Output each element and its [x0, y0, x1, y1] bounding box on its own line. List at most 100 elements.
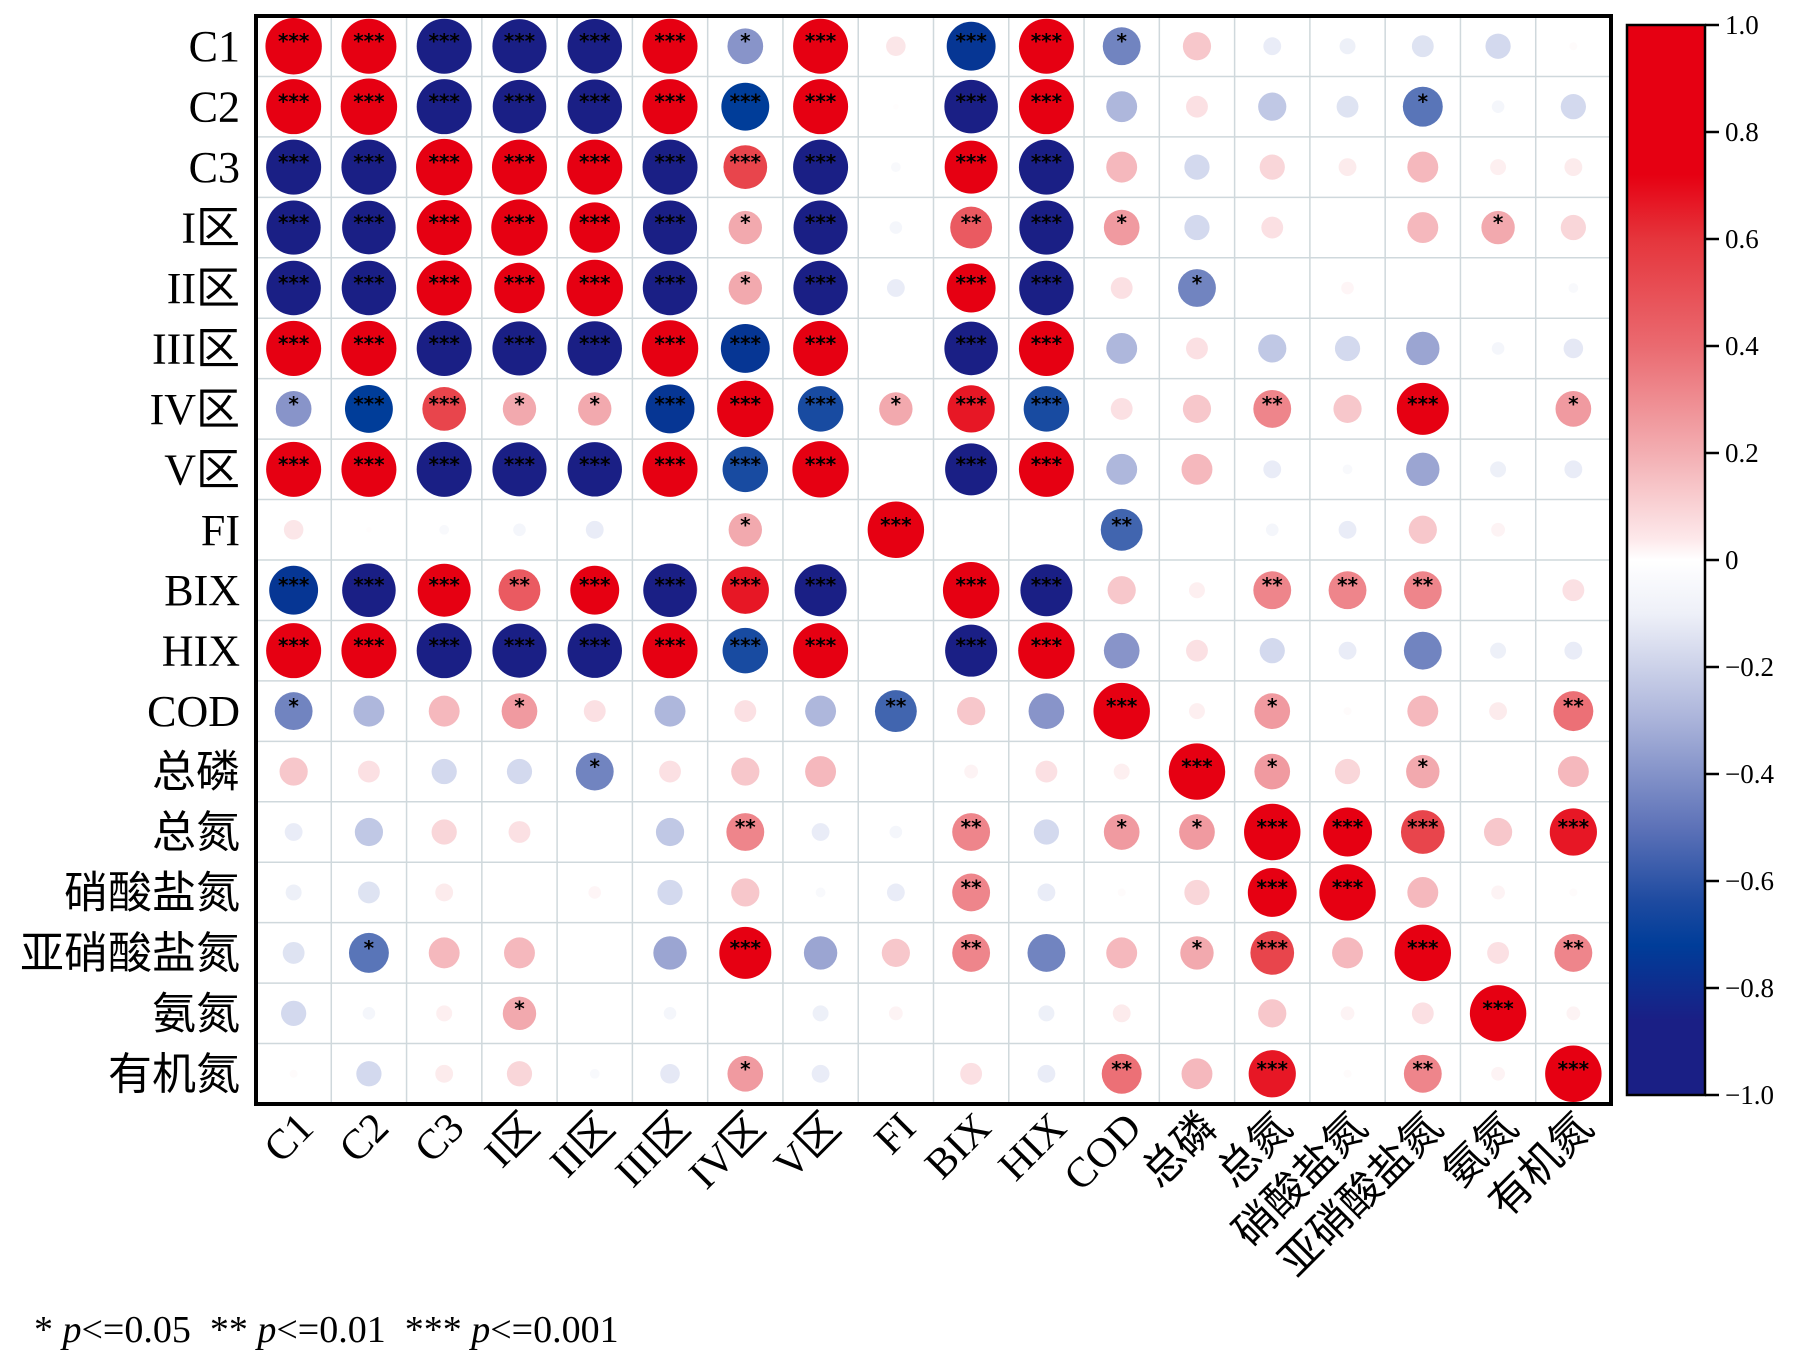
- significance-marker: ***: [730, 392, 762, 416]
- significance-marker: **: [885, 694, 906, 718]
- correlation-circle: [642, 441, 698, 497]
- correlation-circle: [266, 320, 322, 376]
- significance-marker: ***: [278, 634, 310, 658]
- significance-marker: *: [514, 996, 525, 1020]
- correlation-circle: [1261, 216, 1284, 239]
- correlation-circle: [1490, 159, 1507, 176]
- significance-marker: ***: [730, 936, 762, 960]
- correlation-circle: [641, 320, 699, 377]
- correlation-circle: [588, 886, 602, 899]
- correlation-circle: [1394, 924, 1452, 982]
- correlation-circle: [1491, 100, 1505, 113]
- significance-marker: ***: [955, 452, 987, 476]
- correlation-circle: [1323, 807, 1372, 857]
- significance-marker: ***: [278, 271, 310, 295]
- correlation-circle: [1491, 342, 1505, 355]
- row-label: HIX: [162, 627, 240, 676]
- significance-marker: ***: [579, 452, 611, 476]
- significance-marker: ***: [1257, 875, 1289, 899]
- correlation-circle: [1253, 389, 1292, 428]
- correlation-circle: [1186, 337, 1208, 360]
- correlation-circle: [342, 200, 396, 255]
- correlation-circle: [284, 823, 303, 841]
- correlation-circle: [567, 623, 622, 678]
- correlation-circle: [642, 18, 698, 74]
- correlation-circle: [1254, 693, 1291, 729]
- correlation-circle: [1033, 819, 1060, 845]
- significance-marker: ***: [504, 452, 536, 476]
- significance-marker: ***: [428, 90, 460, 114]
- correlation-circle: [722, 446, 769, 493]
- correlation-circle: [888, 1006, 903, 1021]
- correlation-circle: [794, 564, 847, 617]
- correlation-circle: [428, 695, 460, 727]
- correlation-circle: [1253, 571, 1292, 610]
- correlation-circle: [1396, 382, 1449, 435]
- correlation-circle: [964, 764, 979, 779]
- correlation-circle: [1028, 693, 1065, 729]
- correlation-circle: [893, 103, 899, 110]
- correlation-circle: [657, 879, 683, 906]
- correlation-circle: [344, 384, 393, 433]
- correlation-circle: [793, 623, 849, 679]
- significance-marker: *: [740, 211, 751, 235]
- correlation-circle: [1338, 520, 1357, 539]
- correlation-circle: [1184, 214, 1210, 241]
- colorbar-tick-label: 0.2: [1725, 438, 1759, 468]
- correlation-circle: [357, 760, 380, 783]
- correlation-circle: [1408, 515, 1437, 544]
- correlation-circle: [879, 392, 913, 426]
- significance-marker: ***: [504, 29, 536, 53]
- significance-marker: **: [1262, 392, 1283, 416]
- colorbar-gradient: [1625, 23, 1707, 1097]
- correlation-circle: [793, 79, 849, 135]
- correlation-circle: [805, 756, 837, 788]
- row-label: C2: [189, 83, 240, 132]
- correlation-circle: [1554, 933, 1593, 972]
- significance-marker: ***: [955, 90, 987, 114]
- significance-marker: ***: [1031, 90, 1063, 114]
- correlation-circle: [354, 817, 384, 847]
- correlation-circle: [506, 758, 533, 785]
- correlation-circle: [570, 565, 620, 615]
- colorbar-tick-label: −1.0: [1725, 1080, 1774, 1110]
- correlation-circle: [1182, 32, 1212, 61]
- column-label: I区: [476, 1105, 548, 1177]
- correlation-circle: [1179, 814, 1215, 850]
- significance-marker: ***: [1181, 755, 1213, 779]
- significance-marker: *: [1568, 392, 1579, 416]
- significance-marker: ***: [1031, 392, 1063, 416]
- correlation-circle: [721, 566, 769, 614]
- significance-marker: ***: [955, 29, 987, 53]
- correlation-circle: [502, 392, 537, 426]
- correlation-circle: [1569, 888, 1578, 897]
- significance-marker: ***: [504, 150, 536, 174]
- correlation-circle: [416, 79, 472, 135]
- correlation-circle: [805, 695, 837, 727]
- colorbar-tick-label: −0.8: [1725, 973, 1774, 1003]
- correlation-circle: [957, 697, 986, 726]
- correlation-circle: [348, 932, 389, 973]
- significance-marker: ***: [805, 29, 837, 53]
- correlation-circle: [945, 443, 998, 496]
- correlation-circle: [501, 693, 538, 729]
- significance-marker: ***: [428, 150, 460, 174]
- correlation-circle: [578, 392, 612, 426]
- significance-marker: ***: [805, 90, 837, 114]
- row-label: IV区: [150, 385, 240, 434]
- correlation-circle: [1188, 582, 1205, 599]
- correlation-circle: [1102, 27, 1141, 66]
- correlation-circle: [643, 563, 697, 617]
- correlation-circle: [1341, 281, 1354, 295]
- significance-marker: ***: [805, 271, 837, 295]
- significance-marker: ***: [1031, 29, 1063, 53]
- colorbar-tick-label: 0.8: [1725, 117, 1759, 147]
- significance-marker: **: [961, 875, 982, 899]
- significance-marker: ***: [504, 271, 536, 295]
- row-label: 总氮: [152, 808, 240, 857]
- significance-marker: ***: [955, 271, 987, 295]
- row-label: C3: [189, 143, 240, 192]
- column-label: III区: [607, 1105, 699, 1197]
- row-label: FI: [201, 506, 240, 555]
- correlation-circle: [950, 206, 993, 249]
